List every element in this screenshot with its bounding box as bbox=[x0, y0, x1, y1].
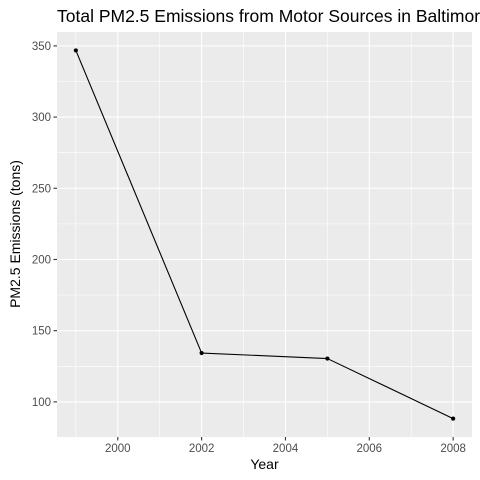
panel-background bbox=[57, 32, 472, 437]
x-tick-label: 2008 bbox=[440, 443, 466, 455]
x-tick-label: 2002 bbox=[189, 443, 215, 455]
x-tick-label: 2000 bbox=[105, 443, 131, 455]
chart-title: Total PM2.5 Emissions from Motor Sources… bbox=[57, 6, 480, 26]
major-grid-y bbox=[57, 45, 472, 403]
y-axis-ticks bbox=[53, 45, 57, 403]
y-tick-label: 250 bbox=[32, 183, 51, 195]
data-point bbox=[325, 356, 330, 361]
x-tick-label: 2006 bbox=[357, 443, 383, 455]
x-axis-title: Year bbox=[250, 456, 279, 472]
y-axis-title: PM2.5 Emissions (tons) bbox=[7, 160, 23, 308]
y-axis-tick-labels: 100 150 200 250 300 350 bbox=[32, 41, 51, 409]
major-grid-x bbox=[117, 32, 454, 437]
data-point bbox=[451, 416, 456, 421]
minor-grid-x bbox=[75, 32, 412, 437]
series-line bbox=[75, 50, 454, 420]
data-point bbox=[73, 48, 78, 53]
x-axis-tick-labels: 2000 2002 2004 2006 2008 bbox=[105, 443, 466, 455]
minor-grid-y bbox=[57, 81, 472, 367]
y-tick-label: 200 bbox=[32, 254, 51, 266]
y-tick-label: 100 bbox=[32, 397, 51, 409]
series-points bbox=[73, 48, 456, 421]
y-tick-label: 300 bbox=[32, 112, 51, 124]
x-tick-label: 2004 bbox=[273, 443, 299, 455]
y-tick-label: 150 bbox=[32, 326, 51, 338]
data-point bbox=[199, 350, 204, 356]
x-axis-ticks bbox=[117, 437, 454, 441]
series-lines bbox=[75, 50, 454, 420]
y-tick-label: 350 bbox=[32, 41, 51, 53]
